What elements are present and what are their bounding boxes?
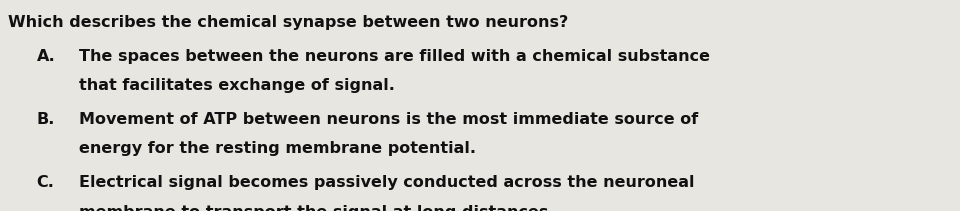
Text: B.: B. <box>36 112 55 127</box>
Text: The spaces between the neurons are filled with a chemical substance: The spaces between the neurons are fille… <box>79 49 709 64</box>
Text: C.: C. <box>36 175 55 190</box>
Text: Electrical signal becomes passively conducted across the neuroneal: Electrical signal becomes passively cond… <box>79 175 694 190</box>
Text: A.: A. <box>36 49 56 64</box>
Text: Which describes the chemical synapse between two neurons?: Which describes the chemical synapse bet… <box>8 15 568 30</box>
Text: that facilitates exchange of signal.: that facilitates exchange of signal. <box>79 78 395 93</box>
Text: energy for the resting membrane potential.: energy for the resting membrane potentia… <box>79 141 476 156</box>
Text: membrane to transport the signal at long distances.: membrane to transport the signal at long… <box>79 205 554 211</box>
Text: Movement of ATP between neurons is the most immediate source of: Movement of ATP between neurons is the m… <box>79 112 698 127</box>
